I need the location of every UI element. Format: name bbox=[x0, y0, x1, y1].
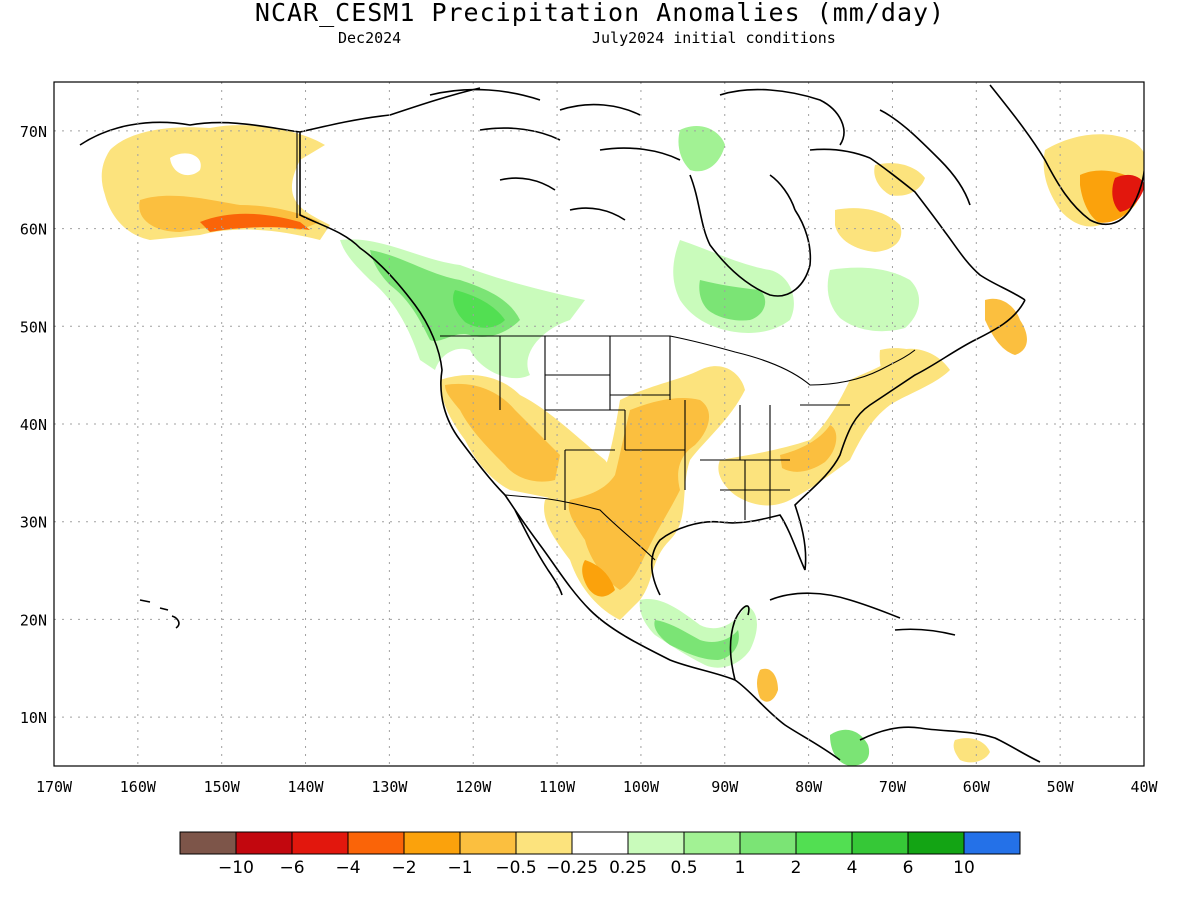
southeast-us-dry-core bbox=[780, 425, 837, 472]
map-frame bbox=[53, 81, 1145, 767]
colorbar-label: −2 bbox=[391, 858, 416, 878]
lon-tick-label: 100W bbox=[623, 778, 660, 796]
colorbar-swatch bbox=[515, 831, 573, 855]
colorbar-label: −10 bbox=[218, 858, 254, 878]
colorbar-label: 2 bbox=[791, 858, 802, 878]
colorbar-swatch bbox=[571, 831, 629, 855]
central-america-wet-core bbox=[654, 620, 739, 660]
lon-tick-label: 170W bbox=[36, 778, 73, 796]
lat-tick-label: 20N bbox=[20, 611, 47, 629]
lon-tick-label: 110W bbox=[539, 778, 576, 796]
colorbar-swatch bbox=[179, 831, 237, 855]
hudson-bay-wet-area bbox=[673, 240, 794, 333]
cuba-coast bbox=[769, 592, 901, 619]
colorbar bbox=[179, 831, 1021, 855]
colorbar-swatch bbox=[291, 831, 349, 855]
lon-tick-label: 40W bbox=[1130, 778, 1158, 796]
colorbar-swatch bbox=[459, 831, 517, 855]
south-alaska-dry-core bbox=[200, 213, 310, 232]
map-title: NCAR_CESM1 Precipitation Anomalies (mm/d… bbox=[254, 0, 946, 27]
lon-tick-label: 160W bbox=[120, 778, 157, 796]
forecast-month: Dec2024 bbox=[338, 29, 402, 47]
initial-conditions-label: July2024 initial conditions bbox=[592, 29, 836, 47]
colorbar-swatch bbox=[403, 831, 461, 855]
greenland-coast bbox=[989, 84, 1144, 226]
labrador-dry-area bbox=[835, 208, 902, 252]
colorbar-label: −1 bbox=[447, 858, 472, 878]
colorbar-swatch bbox=[795, 831, 853, 855]
southwest-us-dry-core bbox=[445, 383, 560, 482]
colombia-wet-area bbox=[830, 729, 870, 766]
us-state-lines bbox=[499, 336, 850, 520]
hudson-bay-wet-core bbox=[699, 280, 766, 321]
us-canada-border bbox=[440, 335, 916, 386]
colorbar-label: 1 bbox=[735, 858, 746, 878]
lat-tick-label: 30N bbox=[20, 514, 47, 532]
lat-tick-label: 70N bbox=[20, 123, 47, 141]
colorbar-swatch bbox=[627, 831, 685, 855]
lon-tick-label: 150W bbox=[204, 778, 241, 796]
hudson-bay-coast bbox=[689, 174, 812, 297]
longitude-tick-labels: 170W 160W 150W 140W 130W 120W 110W 100W 90W 80W 70… bbox=[36, 778, 1159, 796]
lat-tick-label: 10N bbox=[20, 709, 47, 727]
colorbar-swatch bbox=[347, 831, 405, 855]
latitude-tick-labels: 10N 20N 30N 40N 50N 60N 70N bbox=[20, 123, 47, 727]
baffin-wet-area bbox=[678, 125, 725, 172]
colorbar-label: −0.5 bbox=[495, 858, 536, 878]
colorbar-swatch bbox=[907, 831, 965, 855]
colorbar-labels: −10 −6 −4 −2 −1 −0.5 −0.25 0.25 0.5 1 2 4 6 10 bbox=[218, 858, 975, 878]
colorbar-label: −6 bbox=[279, 858, 304, 878]
lon-tick-label: 70W bbox=[879, 778, 907, 796]
colorbar-label: 4 bbox=[847, 858, 858, 878]
hawaii-islands bbox=[139, 599, 180, 629]
central-plains-dry-core bbox=[568, 398, 710, 590]
venezuela-dry-area bbox=[953, 738, 990, 763]
lon-tick-label: 90W bbox=[711, 778, 739, 796]
lon-tick-label: 120W bbox=[455, 778, 492, 796]
lon-tick-label: 140W bbox=[287, 778, 324, 796]
colorbar-label: 0.5 bbox=[670, 858, 697, 878]
lon-tick-label: 130W bbox=[371, 778, 408, 796]
colorbar-swatch bbox=[235, 831, 293, 855]
lon-tick-label: 50W bbox=[1047, 778, 1075, 796]
maritimes-dry-area bbox=[879, 348, 935, 393]
south-america-coast bbox=[859, 726, 1041, 763]
map-gridlines bbox=[54, 82, 1144, 766]
anomaly-shading bbox=[101, 125, 1144, 766]
pacific-northwest-wet-peak bbox=[453, 290, 505, 328]
colorbar-label: 0.25 bbox=[609, 858, 647, 878]
hispaniola-coast bbox=[894, 628, 956, 636]
greenland-dry-peak bbox=[1112, 174, 1144, 212]
mexico-dry-core bbox=[582, 560, 615, 597]
alaska-wet-patch bbox=[170, 153, 201, 176]
colorbar-label: −0.25 bbox=[546, 858, 598, 878]
colorbar-swatch bbox=[739, 831, 797, 855]
lat-tick-label: 50N bbox=[20, 318, 47, 336]
lat-tick-label: 40N bbox=[20, 416, 47, 434]
arctic-islands bbox=[429, 88, 971, 221]
baja-coast bbox=[514, 509, 563, 596]
colorbar-swatch bbox=[683, 831, 741, 855]
lon-tick-label: 80W bbox=[795, 778, 823, 796]
lat-tick-label: 60N bbox=[20, 221, 47, 239]
colorbar-swatch bbox=[851, 831, 909, 855]
central-america-dry-patch bbox=[757, 668, 778, 702]
colorbar-swatch bbox=[963, 831, 1021, 855]
quebec-wet-area bbox=[827, 267, 920, 332]
colorbar-label: 10 bbox=[953, 858, 975, 878]
colorbar-label: 6 bbox=[903, 858, 914, 878]
colorbar-label: −4 bbox=[335, 858, 360, 878]
lon-tick-label: 60W bbox=[963, 778, 991, 796]
central-america-wet-area bbox=[639, 599, 757, 668]
